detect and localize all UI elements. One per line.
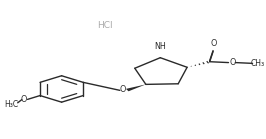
Text: HCl: HCl [97,21,113,29]
Text: O: O [210,39,217,48]
Text: O: O [230,58,236,67]
Text: NH: NH [154,42,166,51]
Polygon shape [126,84,146,91]
Text: CH₃: CH₃ [251,59,265,68]
Text: O: O [21,95,27,104]
Text: H₃C: H₃C [4,100,18,109]
Text: O: O [119,85,126,94]
